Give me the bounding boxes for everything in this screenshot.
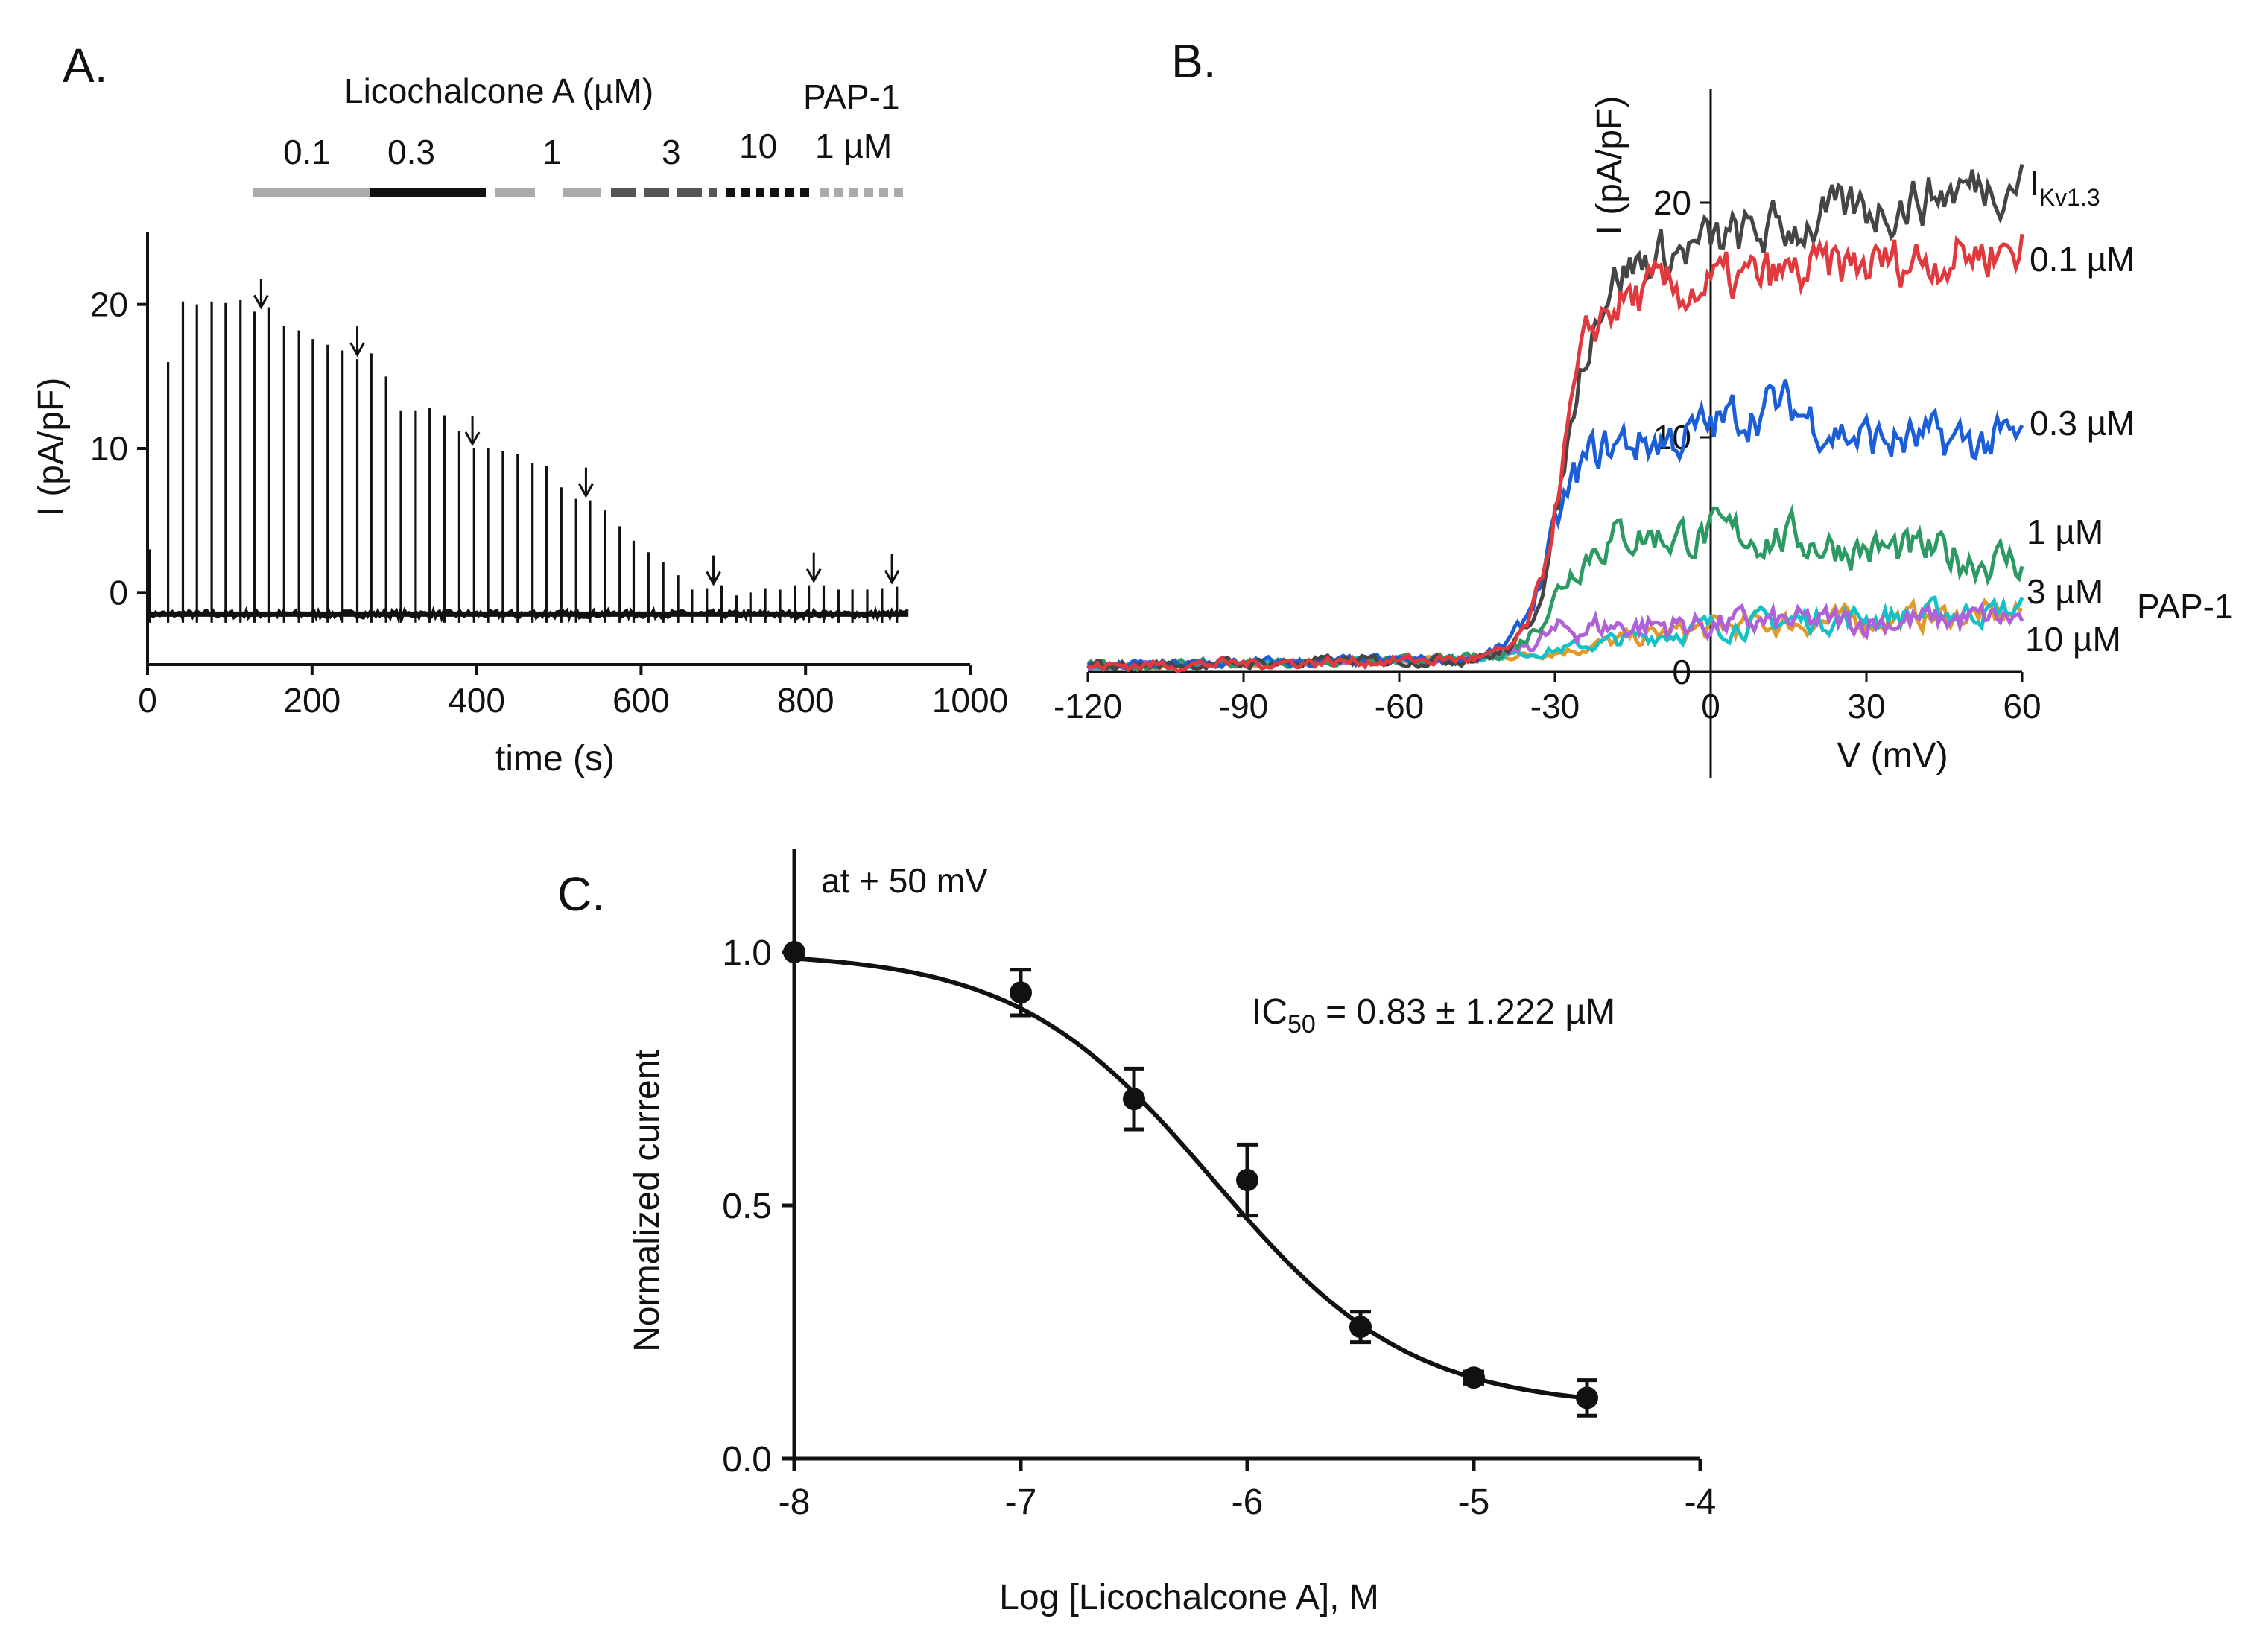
pa-arrow-head [253, 294, 269, 310]
pc-point [1463, 1366, 1485, 1389]
pa-sweeps [146, 299, 909, 624]
pc-xtick-label: -4 [1685, 1483, 1717, 1522]
pb-xtick-label: 0 [1701, 687, 1720, 726]
pa-xtick-label: 0 [138, 681, 157, 720]
pc-ic50-sub: 50 [1287, 1010, 1316, 1039]
conc-label-3: 3 [662, 133, 681, 171]
panel-a-label: A. [63, 39, 107, 92]
pa-ytick-label: 0 [109, 573, 128, 612]
pc-xtick-label: -6 [1232, 1483, 1264, 1522]
conc-label-0.1: 0.1 [283, 133, 331, 171]
pb-ytick-label: 0 [1672, 653, 1691, 691]
label-0.1uM: 0.1 µM [2030, 240, 2135, 279]
pb-traces [1086, 163, 2024, 673]
conc-label-0.3: 0.3 [387, 133, 435, 171]
pa-xtick-label: 600 [612, 681, 670, 720]
label-1uM: 1 µM [2027, 513, 2103, 551]
panel-a: Licochalcone A (µM) PAP-1 0.1 0.3 1 3 10… [31, 72, 1008, 779]
panel-c-label: C. [557, 867, 605, 921]
pc-ytick-label: 1.0 [722, 933, 772, 973]
pc-fit-curve [794, 956, 1588, 1401]
pa-arrow-head [884, 569, 900, 585]
pc-points [783, 941, 1598, 1418]
pa-arrow-head [464, 431, 481, 447]
conc-label-1: 1 [542, 133, 562, 171]
label-10uM: 10 µM [2025, 620, 2121, 659]
pb-ylabel: I (pA/pF) [1590, 96, 1629, 235]
pa-xtick-label: 200 [283, 681, 340, 720]
pc-xlabel: Log [Licochalcone A], M [999, 1578, 1379, 1617]
pa-arrow-head [706, 571, 721, 586]
pa-arrow-head [578, 483, 594, 498]
pc-point [1123, 1088, 1145, 1111]
pb-xtick-label: -30 [1530, 687, 1580, 726]
pc-ic50-rest: = 0.83 ± 1.222 µM [1316, 992, 1615, 1032]
pa-arrows [253, 279, 900, 586]
panel-a-header: Licochalcone A (µM) [344, 72, 653, 110]
pa-ytick-label: 20 [90, 285, 128, 324]
pb-xtick-label: -120 [1054, 687, 1122, 726]
pa-xtick-label: 1000 [932, 681, 1008, 720]
pc-ytick-label: 0.5 [722, 1187, 772, 1226]
pc-ic50: IC50 = 0.83 ± 1.222 µM [1252, 992, 1615, 1039]
pc-point [783, 941, 805, 963]
label-3uM: 3 µM [2027, 572, 2103, 611]
conc-label-10: 10 [739, 127, 777, 165]
panel-a-pap-label: PAP-1 [803, 77, 900, 116]
trace-0.1uM [1087, 233, 2024, 673]
pa-ylabel: I (pA/pF) [31, 378, 71, 517]
pc-point [1576, 1386, 1598, 1410]
pa-arrow-head [805, 568, 822, 583]
panel-c: -8 -7 -6 -5 -4 0.0 0.5 1.0 at + 50 mV IC50 = 0.… [627, 849, 1716, 1617]
pc-point [1236, 1169, 1258, 1191]
pa-xtick-label: 800 [777, 681, 834, 720]
pc-ticks: -8 -7 -6 -5 -4 0.0 0.5 1.0 [722, 933, 1716, 1522]
pb-xtick-label: -90 [1219, 687, 1268, 726]
pc-ytick-label: 0.0 [722, 1440, 772, 1480]
pc-xtick-label: -7 [1005, 1483, 1037, 1522]
pb-xtick-label: 30 [1847, 687, 1885, 726]
pa-xlabel: time (s) [495, 739, 615, 779]
pb-xtick-label: 60 [2003, 687, 2041, 726]
pa-arrow-head [349, 342, 365, 358]
pb-ytick-label: 20 [1653, 183, 1691, 222]
pc-point [1349, 1316, 1372, 1339]
trace-1uM [1086, 504, 2024, 673]
pa-xtick-label: 400 [448, 681, 505, 720]
panel-b-label: B. [1171, 34, 1216, 88]
pb-xtick-label: -60 [1375, 687, 1424, 726]
label-ikv13-sub: Kv1.3 [2039, 184, 2100, 211]
pb-xlabel: V (mV) [1837, 736, 1948, 776]
pc-xtick-label: -8 [779, 1483, 811, 1522]
pa-ytick-label: 10 [90, 429, 128, 468]
pc-point [1010, 981, 1032, 1004]
label-0.3uM: 0.3 µM [2030, 404, 2135, 443]
pc-ylabel: Normalized current [627, 1050, 667, 1351]
label-ikv13-main: I [2030, 164, 2039, 203]
pc-xtick-label: -5 [1458, 1483, 1490, 1522]
pc-ic50-main: IC [1252, 992, 1287, 1032]
pa-yticks: 0 10 20 [90, 285, 148, 612]
conc-label-pap: 1 µM [815, 127, 892, 165]
pc-note: at + 50 mV [821, 861, 988, 900]
pa-xticks: 0 200 400 600 800 1000 [138, 665, 1008, 720]
label-pap1: PAP-1 [2137, 587, 2234, 626]
label-ikv13: IKv1.3 [2030, 164, 2100, 211]
